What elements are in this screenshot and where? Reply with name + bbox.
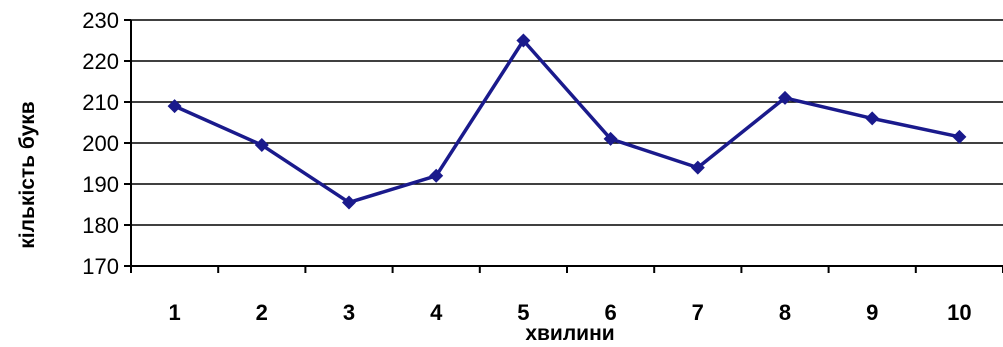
y-tick-label: 190 <box>82 172 119 197</box>
data-point <box>167 99 182 114</box>
data-point <box>952 129 967 144</box>
data-point <box>516 33 531 48</box>
x-tick-label: 3 <box>343 300 355 325</box>
y-axis-label: кількість букв <box>16 101 39 249</box>
x-tick-label: 7 <box>692 300 704 325</box>
y-tick-label: 220 <box>82 49 119 74</box>
x-tick-label: 9 <box>866 300 878 325</box>
x-tick-label: 1 <box>168 300 180 325</box>
data-point <box>342 195 356 210</box>
data-point <box>690 160 705 175</box>
data-point <box>429 168 444 183</box>
x-tick-label: 4 <box>430 300 443 325</box>
data-point <box>254 138 269 153</box>
y-tick-label: 210 <box>82 90 119 115</box>
series <box>167 33 967 210</box>
data-point <box>603 131 618 146</box>
y-tick-label: 170 <box>82 254 119 279</box>
y-tick-label: 200 <box>82 131 119 156</box>
axes <box>124 19 1003 273</box>
x-tick-label: 5 <box>517 300 529 325</box>
x-tick-label: 6 <box>604 300 616 325</box>
gridlines <box>131 19 1003 226</box>
y-tick-label: 180 <box>82 213 119 238</box>
series-line <box>173 38 960 205</box>
x-tick-label: 10 <box>947 300 971 325</box>
x-tick-label: 2 <box>256 300 268 325</box>
y-tick-labels: 170 180 190 200 210 220 230 <box>82 8 119 279</box>
x-tick-label: 8 <box>779 300 791 325</box>
data-point <box>778 90 792 105</box>
data-point <box>865 111 880 126</box>
x-axis-label: хвилини <box>525 322 614 345</box>
x-tick-labels: 1 2 3 4 5 6 7 8 9 10 <box>168 300 971 325</box>
y-tick-label: 230 <box>82 8 119 33</box>
